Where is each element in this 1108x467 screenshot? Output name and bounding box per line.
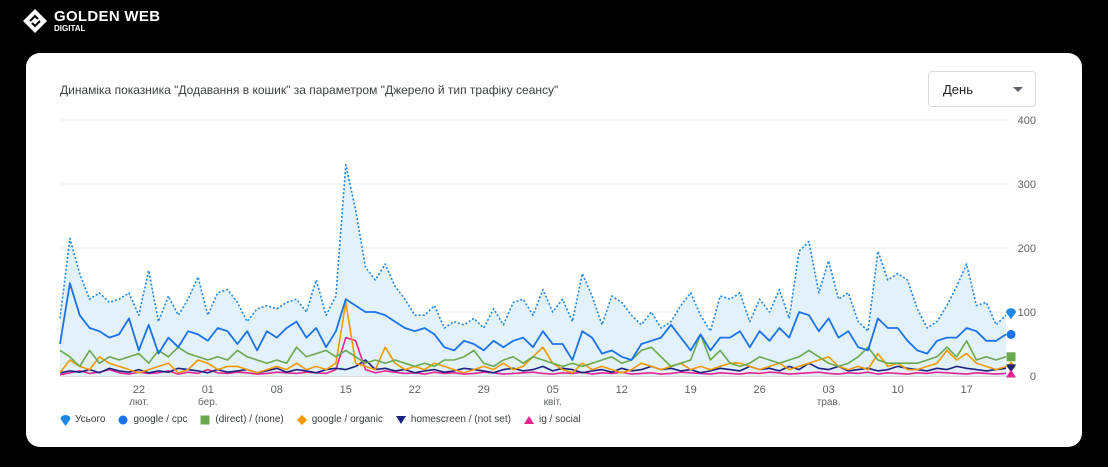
end-marker-homescreen bbox=[1006, 364, 1016, 373]
end-marker-total bbox=[1006, 308, 1016, 320]
chart-legend: Усього google / cpc (direct) / (none) googl… bbox=[60, 414, 581, 426]
legend-item[interactable]: (direct) / (none) bbox=[200, 414, 284, 425]
x-tick-day: 01 bbox=[202, 384, 214, 396]
x-tick-day: 10 bbox=[891, 384, 903, 396]
x-tick-month: лют. bbox=[129, 397, 148, 408]
chart-card: Динаміка показника "Додавання в кошик" з… bbox=[26, 53, 1082, 447]
brand-logo: GOLDEN WEB DIGITAL bbox=[22, 8, 160, 34]
end-marker-ig-social bbox=[1006, 369, 1016, 378]
x-tick-day: 26 bbox=[754, 384, 766, 396]
legend-label: Усього bbox=[75, 414, 106, 425]
legend-item[interactable]: google / organic bbox=[296, 414, 383, 425]
x-tick-month: бер. bbox=[198, 396, 218, 408]
x-tick-day: 22 bbox=[133, 384, 145, 396]
triangle-up-icon bbox=[523, 415, 534, 425]
x-tick-day: 17 bbox=[960, 384, 972, 396]
legend-item[interactable]: Усього bbox=[60, 414, 106, 426]
x-tick-day: 22 bbox=[409, 384, 421, 396]
end-marker-google-cpc bbox=[1006, 329, 1016, 339]
series-line-1 bbox=[59, 282, 1007, 361]
legend-item[interactable]: homescreen / (not set) bbox=[395, 414, 511, 425]
x-tick-month: квіт. bbox=[544, 397, 562, 408]
x-tick-day: 03 bbox=[823, 384, 835, 396]
granularity-value: День bbox=[943, 81, 973, 97]
diamond-icon bbox=[296, 414, 307, 425]
x-tick-day: 12 bbox=[616, 384, 628, 396]
circle-icon bbox=[118, 415, 128, 425]
legend-label: google / cpc bbox=[133, 414, 188, 425]
legend-label: ig / social bbox=[538, 414, 581, 425]
x-tick-day: 15 bbox=[340, 384, 352, 396]
x-tick-day: 05 bbox=[547, 384, 559, 396]
granularity-dropdown[interactable]: День bbox=[928, 71, 1036, 107]
x-tick-day: 19 bbox=[685, 384, 697, 396]
total-area bbox=[60, 164, 1006, 376]
legend-label: google / organic bbox=[311, 414, 383, 425]
legend-label: (direct) / (none) bbox=[215, 414, 284, 425]
brand-name: GOLDEN WEB bbox=[54, 8, 161, 25]
series-line-0 bbox=[59, 164, 1007, 333]
triangle-down-icon bbox=[395, 415, 406, 425]
y-tick-label: 200 bbox=[1018, 243, 1036, 255]
series-line-5 bbox=[59, 336, 1007, 376]
golden-web-logo-icon bbox=[23, 9, 47, 33]
y-tick-label: 0 bbox=[1030, 371, 1036, 383]
y-tick-label: 100 bbox=[1018, 307, 1036, 319]
y-tick-label: 400 bbox=[1018, 115, 1036, 127]
y-tick-label: 300 bbox=[1018, 179, 1036, 191]
caret-down-icon bbox=[1013, 86, 1023, 92]
pin-icon bbox=[60, 414, 71, 426]
x-tick-day: 08 bbox=[271, 384, 283, 396]
square-icon bbox=[200, 415, 210, 425]
legend-item[interactable]: ig / social bbox=[523, 414, 581, 425]
x-tick-month: трав. bbox=[817, 397, 841, 408]
series-line-2 bbox=[59, 333, 1007, 368]
end-marker-direct bbox=[1006, 352, 1016, 362]
chart-title: Динаміка показника "Додавання в кошик" з… bbox=[60, 83, 559, 97]
brand-subtitle: DIGITAL bbox=[54, 24, 86, 33]
legend-label: homescreen / (not set) bbox=[410, 414, 511, 425]
legend-item[interactable]: google / cpc bbox=[118, 414, 187, 425]
x-tick-day: 29 bbox=[478, 384, 490, 396]
